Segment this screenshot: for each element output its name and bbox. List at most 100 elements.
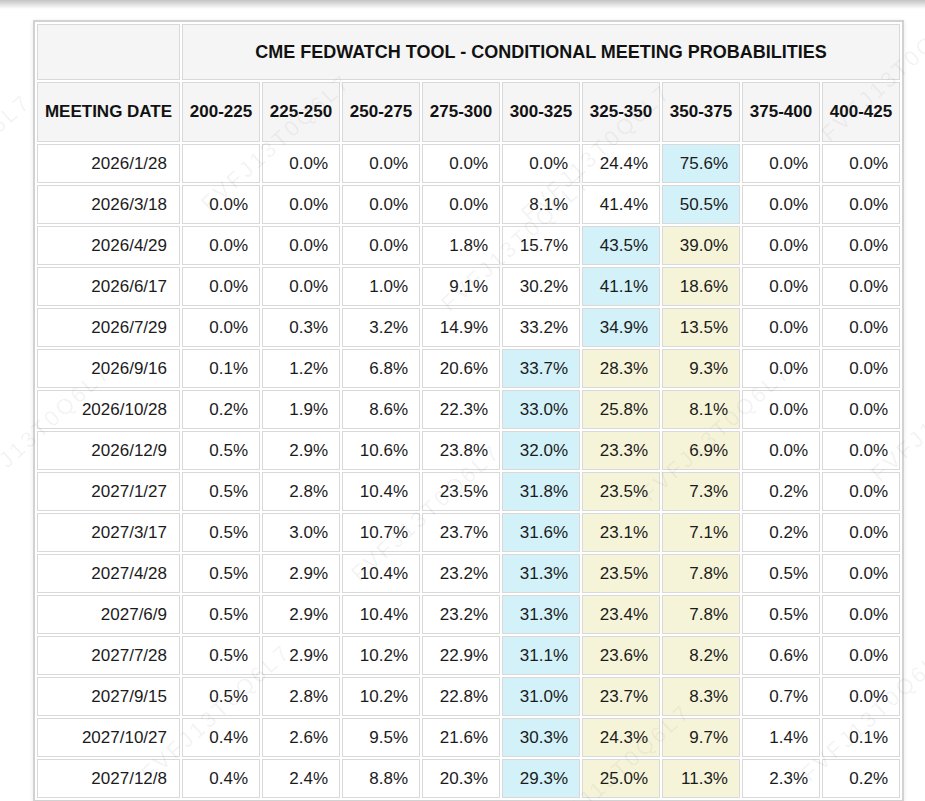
probability-cell: 0.0% (342, 226, 420, 265)
probability-cell: 0.2% (182, 390, 260, 429)
fedwatch-probabilities-table: CME FEDWATCH TOOL - CONDITIONAL MEETING … (33, 20, 904, 801)
probability-cell: 8.6% (342, 390, 420, 429)
probability-cell: 0.7% (742, 677, 820, 716)
probability-cell: 75.6% (662, 144, 740, 183)
probability-cell: 2.6% (262, 718, 340, 757)
meeting-date-header: MEETING DATE (37, 82, 180, 142)
probability-cell: 0.0% (262, 144, 340, 183)
probability-cell: 0.5% (182, 677, 260, 716)
table-row: 2027/7/280.5%2.9%10.2%22.9%31.1%23.6%8.2… (37, 636, 900, 675)
probability-cell: 3.2% (342, 308, 420, 347)
table-row: 2027/9/150.5%2.8%10.2%22.8%31.0%23.7%8.3… (37, 677, 900, 716)
probability-cell: 0.0% (822, 390, 900, 429)
table-row: 2027/4/280.5%2.9%10.4%23.2%31.3%23.5%7.8… (37, 554, 900, 593)
probability-cell: 0.5% (182, 554, 260, 593)
probability-cell: 11.3% (662, 759, 740, 798)
probability-cell: 2.9% (262, 431, 340, 470)
probability-cell: 0.0% (822, 513, 900, 552)
probability-cell: 31.3% (502, 554, 580, 593)
probability-cell: 10.4% (342, 595, 420, 634)
probability-cell: 33.7% (502, 349, 580, 388)
probability-cell: 23.5% (582, 472, 660, 511)
probability-cell: 0.0% (742, 431, 820, 470)
probability-cell: 31.1% (502, 636, 580, 675)
probability-cell: 0.0% (822, 185, 900, 224)
table-row: 2026/10/280.2%1.9%8.6%22.3%33.0%25.8%8.1… (37, 390, 900, 429)
probability-cell: 0.0% (262, 226, 340, 265)
rate-bucket-header: 275-300 (422, 82, 500, 142)
probability-cell: 2.9% (262, 554, 340, 593)
probability-cell: 1.9% (262, 390, 340, 429)
table-row: 2027/10/270.4%2.6%9.5%21.6%30.3%24.3%9.7… (37, 718, 900, 757)
probability-cell: 14.9% (422, 308, 500, 347)
probability-cell: 1.2% (262, 349, 340, 388)
table-row: 2026/4/290.0%0.0%0.0%1.8%15.7%43.5%39.0%… (37, 226, 900, 265)
probability-cell: 23.2% (422, 554, 500, 593)
probability-cell: 18.6% (662, 267, 740, 306)
meeting-date-cell: 2027/1/27 (37, 472, 180, 511)
meeting-date-cell: 2026/4/29 (37, 226, 180, 265)
probability-cell: 9.1% (422, 267, 500, 306)
meeting-date-cell: 2026/6/17 (37, 267, 180, 306)
probability-cell: 0.0% (342, 185, 420, 224)
probability-cell: 0.2% (822, 759, 900, 798)
probability-cell: 31.0% (502, 677, 580, 716)
probability-cell: 0.0% (182, 185, 260, 224)
probability-cell: 28.3% (582, 349, 660, 388)
probability-cell: 7.3% (662, 472, 740, 511)
probability-cell: 0.0% (742, 390, 820, 429)
probability-cell: 0.0% (182, 267, 260, 306)
probability-cell: 0.6% (742, 636, 820, 675)
probability-cell: 23.7% (582, 677, 660, 716)
column-header-row: MEETING DATE 200-225225-250250-275275-30… (37, 82, 900, 142)
rate-bucket-header: 325-350 (582, 82, 660, 142)
probability-cell: 39.0% (662, 226, 740, 265)
table-title: CME FEDWATCH TOOL - CONDITIONAL MEETING … (182, 24, 900, 80)
rate-bucket-header: 400-425 (822, 82, 900, 142)
probability-cell: 15.7% (502, 226, 580, 265)
rate-bucket-header: 200-225 (182, 82, 260, 142)
table-row: 2027/3/170.5%3.0%10.7%23.7%31.6%23.1%7.1… (37, 513, 900, 552)
probability-cell: 33.0% (502, 390, 580, 429)
probability-cell: 23.4% (582, 595, 660, 634)
probability-cell: 9.5% (342, 718, 420, 757)
probability-cell: 0.4% (182, 759, 260, 798)
probability-cell: 0.5% (182, 636, 260, 675)
probability-cell: 8.1% (662, 390, 740, 429)
probability-cell: 0.0% (742, 349, 820, 388)
probability-cell: 0.5% (182, 513, 260, 552)
probability-cell: 0.0% (182, 226, 260, 265)
probability-cell: 24.3% (582, 718, 660, 757)
probability-cell: 8.8% (342, 759, 420, 798)
corner-cell (37, 24, 180, 80)
probability-cell: 23.7% (422, 513, 500, 552)
table-row: 2027/6/90.5%2.9%10.4%23.2%31.3%23.4%7.8%… (37, 595, 900, 634)
probability-cell: 0.0% (822, 677, 900, 716)
table-row: 2026/3/180.0%0.0%0.0%0.0%8.1%41.4%50.5%0… (37, 185, 900, 224)
table-row: 2026/7/290.0%0.3%3.2%14.9%33.2%34.9%13.5… (37, 308, 900, 347)
rate-bucket-header: 225-250 (262, 82, 340, 142)
meeting-date-cell: 2026/9/16 (37, 349, 180, 388)
probability-cell: 2.9% (262, 595, 340, 634)
probability-cell: 10.7% (342, 513, 420, 552)
meeting-date-cell: 2026/12/9 (37, 431, 180, 470)
probability-cell: 0.0% (262, 185, 340, 224)
probability-cell: 23.6% (582, 636, 660, 675)
meeting-date-cell: 2027/12/8 (37, 759, 180, 798)
probability-cell: 1.0% (342, 267, 420, 306)
probability-cell: 0.0% (182, 308, 260, 347)
probability-cell: 7.1% (662, 513, 740, 552)
probability-cell: 50.5% (662, 185, 740, 224)
meeting-date-cell: 2027/3/17 (37, 513, 180, 552)
probability-cell: 2.4% (262, 759, 340, 798)
probability-cell: 0.0% (822, 636, 900, 675)
probability-cell: 0.5% (742, 595, 820, 634)
probability-cell: 7.8% (662, 595, 740, 634)
probability-cell: 0.2% (742, 513, 820, 552)
probability-cell: 0.0% (502, 144, 580, 183)
probability-cell: 31.3% (502, 595, 580, 634)
probability-cell: 0.5% (742, 554, 820, 593)
probability-cell: 10.4% (342, 554, 420, 593)
meeting-date-cell: 2027/7/28 (37, 636, 180, 675)
probability-cell: 1.4% (742, 718, 820, 757)
